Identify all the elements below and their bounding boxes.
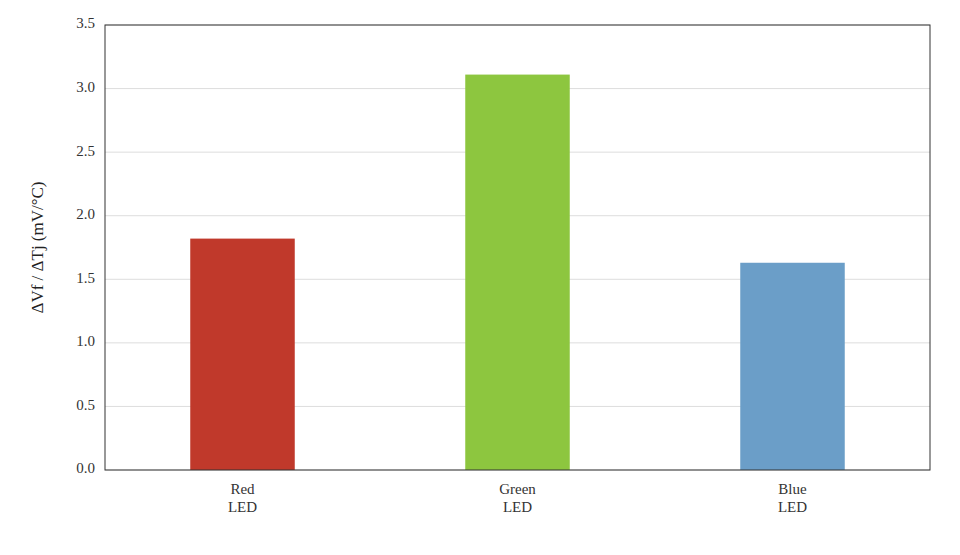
y-tick-label: 3.5	[76, 15, 95, 31]
chart-container: 0.0 0.5 1.0 1.5 2.0 2.5 3.0 3.5 RedLED GreenLED Bl…	[0, 0, 960, 555]
y-tick-label: 0.5	[76, 397, 95, 413]
bar	[190, 239, 295, 470]
y-tick-label: 3.0	[76, 79, 95, 95]
y-axis: 0.0 0.5 1.0 1.5 2.0 2.5 3.0 3.5	[76, 15, 95, 476]
y-tick-label: 2.5	[76, 143, 95, 159]
bar	[465, 75, 570, 470]
x-tick-label: BlueLED	[778, 481, 807, 515]
bar	[740, 263, 845, 470]
grid	[105, 25, 930, 470]
y-tick-label: 1.5	[76, 270, 95, 286]
x-tick-label: RedLED	[228, 481, 257, 515]
y-axis-label: ΔVf / ΔTj (mV/°C)	[28, 181, 47, 313]
plot-frame	[105, 25, 930, 470]
y-tick-label: 2.0	[76, 206, 95, 222]
bars	[190, 75, 845, 470]
chart: 0.0 0.5 1.0 1.5 2.0 2.5 3.0 3.5 RedLED GreenLED Bl…	[0, 0, 960, 555]
y-tick-label: 0.0	[76, 460, 95, 476]
y-tick-label: 1.0	[76, 333, 95, 349]
x-tick-label: GreenLED	[499, 481, 536, 515]
x-axis: RedLED GreenLED BlueLED	[228, 481, 807, 515]
